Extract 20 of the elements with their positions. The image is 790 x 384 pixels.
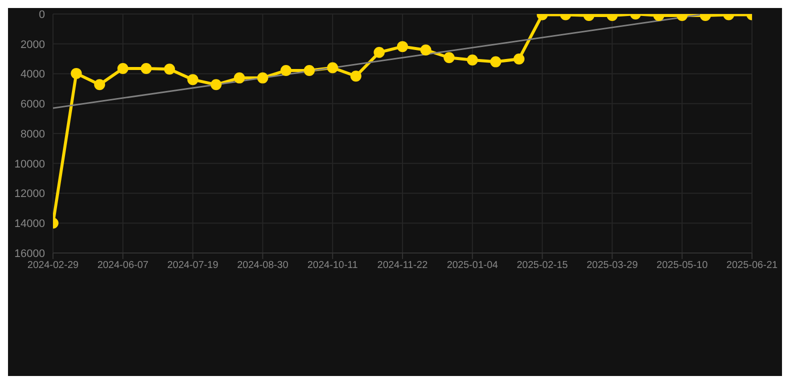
y-tick-label: 8000 bbox=[20, 128, 45, 140]
x-tick-label: 2024-08-30 bbox=[237, 260, 289, 272]
y-tick-label: 2000 bbox=[20, 38, 45, 51]
x-tick-label: 2025-05-10 bbox=[656, 260, 708, 272]
x-tick-label: 2024-07-19 bbox=[167, 260, 219, 272]
x-tick-label: 2024-11-22 bbox=[377, 260, 428, 272]
y-tick-label: 4000 bbox=[20, 68, 45, 81]
y-tick-label: 10000 bbox=[14, 158, 45, 170]
x-tick-label: 2025-01-04 bbox=[446, 260, 498, 272]
y-tick-label: 12000 bbox=[14, 188, 45, 200]
y-tick-label: 6000 bbox=[20, 98, 45, 111]
y-tick-label: 0 bbox=[38, 8, 45, 21]
y-tick-label: 14000 bbox=[14, 218, 45, 230]
x-tick-label: 2025-02-15 bbox=[516, 260, 568, 272]
y-tick-label: 16000 bbox=[14, 248, 45, 260]
x-tick-label: 2025-06-21 bbox=[726, 260, 778, 272]
x-tick-label: 2024-10-11 bbox=[307, 260, 358, 272]
x-tick-label: 2024-06-07 bbox=[97, 260, 149, 272]
x-tick-label: 2024-02-29 bbox=[27, 260, 80, 272]
x-tick-label: 2025-03-29 bbox=[586, 260, 638, 272]
